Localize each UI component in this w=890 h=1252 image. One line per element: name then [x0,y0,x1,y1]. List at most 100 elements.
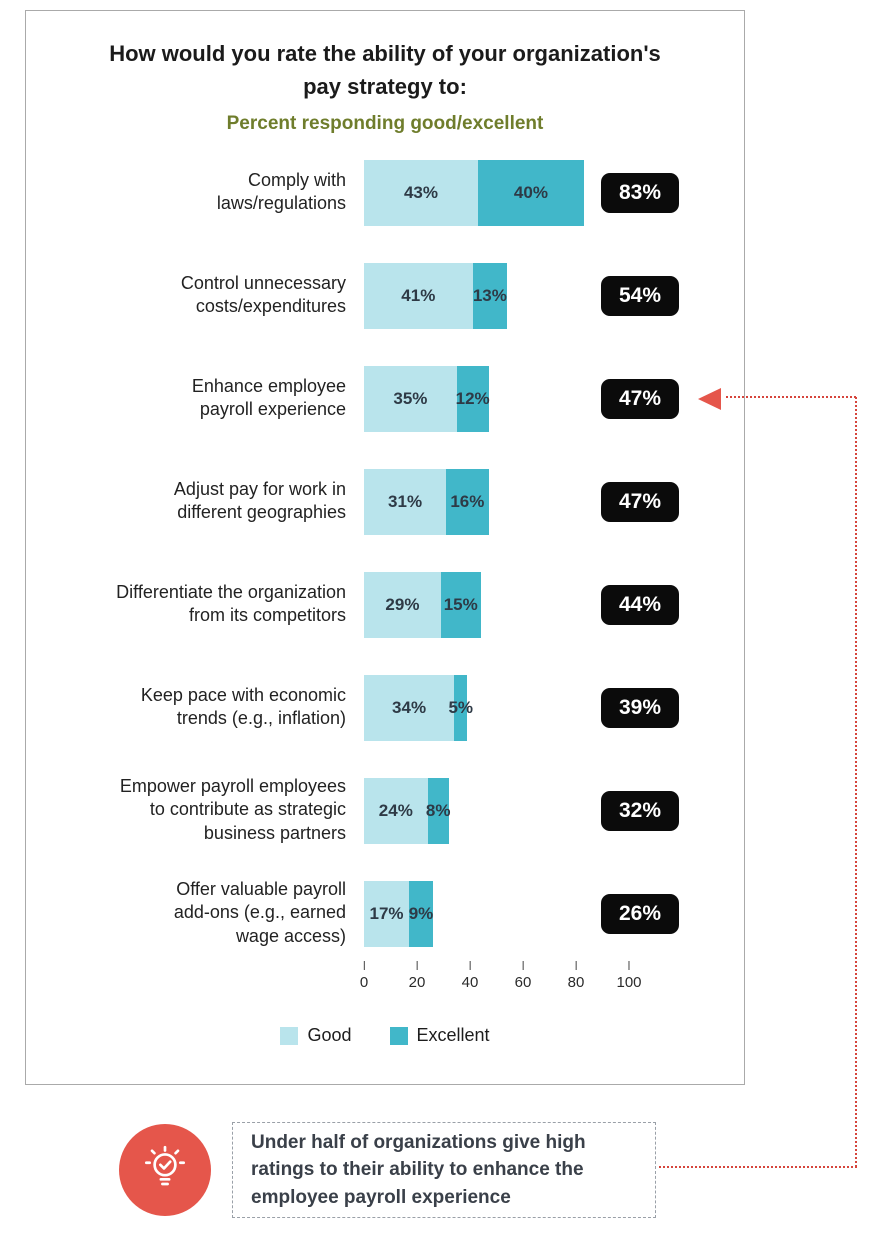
axis-tick-label: 80 [567,974,585,991]
x-axis: 0 20 40 60 80 100 [360,961,642,995]
bar-segment-good: 24% [364,777,428,844]
tick-mark [363,961,365,970]
axis-tick-label: 60 [514,974,532,991]
bar-segment-excellent: 5% [448,674,473,741]
total-badge: 44% [601,584,679,625]
category-label: Offer valuable payroll add-ons (e.g., ea… [173,878,346,947]
total-badge: 32% [601,790,679,831]
axis-tick-label: 100 [616,974,642,991]
bar-segment-excellent: 16% [446,468,489,535]
chart-title: How would you rate the ability of your o… [109,41,661,99]
legend-item: Good [280,1025,352,1046]
stacked-bar: 41% 13% [364,262,508,329]
bar-segment-good: 29% [364,571,441,638]
legend-item: Excellent [389,1025,490,1046]
bar-segment-good: 31% [364,468,447,535]
bar-segment-excellent: 15% [440,571,481,638]
stacked-bar: 29% 15% [364,571,481,638]
bar-value-label: 29% [385,594,420,614]
bar-value-label: 8% [425,800,451,820]
bar-row: Enhance employee payroll experience 35% 12… [26,347,744,450]
chart-panel: How would you rate the ability of your o… [25,10,745,1085]
legend-swatch [280,1026,299,1045]
bar-value-label: 5% [448,697,474,717]
bar-segment-excellent: 40% [477,159,584,226]
axis-tick: 80 [567,961,585,991]
bar-value-label: 24% [378,800,413,820]
bar-segment-good: 35% [364,365,457,432]
connector-line-bottom [654,1166,857,1168]
tick-mark [522,961,524,970]
bar-value-label: 12% [455,388,490,408]
legend: Good Excellent [26,1025,744,1046]
bar-rows: Comply with laws/regulations 43% 40% 83% Con… [26,141,744,965]
bar-row: Empower payroll employees to contribute … [26,759,744,862]
bar-segment-excellent: 13% [472,262,508,329]
axis-tick-label: 0 [359,974,369,991]
axis-tick: 0 [360,961,368,991]
bar-segment-good: 34% [364,674,455,741]
lightbulb-icon [119,1124,211,1216]
axis-tick: 60 [514,961,532,991]
legend-label: Good [307,1025,352,1045]
stacked-bar: 31% 16% [364,468,489,535]
axis-tick-label: 20 [408,974,426,991]
category-label: Comply with laws/regulations [216,169,346,214]
bar-row: Differentiate the organization from its … [26,553,744,656]
callout-box: Under half of organizations give high ra… [232,1122,656,1218]
category-label: Differentiate the organization from its … [116,581,346,626]
total-badge: 39% [601,687,679,728]
axis-tick-label: 40 [461,974,479,991]
stacked-bar: 34% 5% [364,674,473,741]
bar-segment-excellent: 9% [408,880,434,947]
bar-value-label: 34% [392,697,427,717]
bar-segment-good: 17% [364,880,410,947]
category-label: Keep pace with economic trends (e.g., in… [140,684,346,729]
bar-value-label: 43% [403,182,438,202]
total-badge: 47% [601,378,679,419]
bar-row: Keep pace with economic trends (e.g., in… [26,656,744,759]
bar-value-label: 41% [401,285,436,305]
connector-line-vertical [855,397,857,1167]
highlight-arrow-icon [698,387,721,410]
category-label: Adjust pay for work in different geograp… [173,478,346,523]
total-badge: 83% [601,172,679,213]
total-badge: 47% [601,481,679,522]
stacked-bar: 35% 12% [364,365,490,432]
bar-value-label: 9% [408,903,434,923]
axis-tick: 100 [616,961,642,991]
bar-segment-excellent: 12% [455,365,490,432]
bar-value-label: 35% [393,388,428,408]
bar-value-label: 40% [513,182,548,202]
stacked-bar: 24% 8% [364,777,451,844]
bar-value-label: 15% [443,594,478,614]
stacked-bar: 43% 40% [364,159,584,226]
stacked-bar: 17% 9% [364,880,434,947]
bar-value-label: 13% [472,285,507,305]
bar-value-label: 17% [369,903,404,923]
bar-row: Offer valuable payroll add-ons (e.g., ea… [26,862,744,965]
bar-segment-good: 41% [364,262,473,329]
legend-label: Excellent [416,1025,490,1045]
bar-segment-excellent: 8% [425,777,451,844]
axis-tick: 40 [461,961,479,991]
total-badge: 54% [601,275,679,316]
bar-value-label: 16% [450,491,485,511]
category-label: Empower payroll employees to contribute … [119,775,346,844]
chart-subtitle: Percent responding good/excellent [226,113,544,134]
axis-tick: 20 [408,961,426,991]
lightbulb-glyph [144,1145,186,1186]
tick-mark [416,961,418,970]
tick-mark [575,961,577,970]
legend-swatch [389,1026,408,1045]
category-label: Enhance employee payroll experience [191,375,346,420]
tick-mark [628,961,630,970]
bar-row: Control unnecessary costs/expenditures 41… [26,244,744,347]
tick-mark [469,961,471,970]
bar-value-label: 31% [388,491,423,511]
callout-text: Under half of organizations give high ra… [251,1131,586,1208]
category-label: Control unnecessary costs/expenditures [180,272,346,317]
connector-line-top [726,396,856,398]
bar-segment-good: 43% [364,159,478,226]
